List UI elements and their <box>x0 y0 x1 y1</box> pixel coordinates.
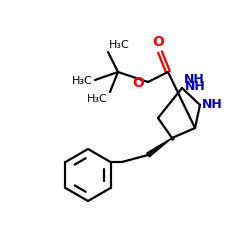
Text: H₃C: H₃C <box>87 94 108 104</box>
Text: NH: NH <box>184 73 205 86</box>
Polygon shape <box>147 138 172 157</box>
Text: H₃C: H₃C <box>109 40 130 50</box>
Text: NH: NH <box>185 80 206 94</box>
Text: NH: NH <box>202 98 223 112</box>
Text: O: O <box>152 35 164 49</box>
Text: O: O <box>132 76 144 90</box>
Text: H₃C: H₃C <box>72 76 93 86</box>
